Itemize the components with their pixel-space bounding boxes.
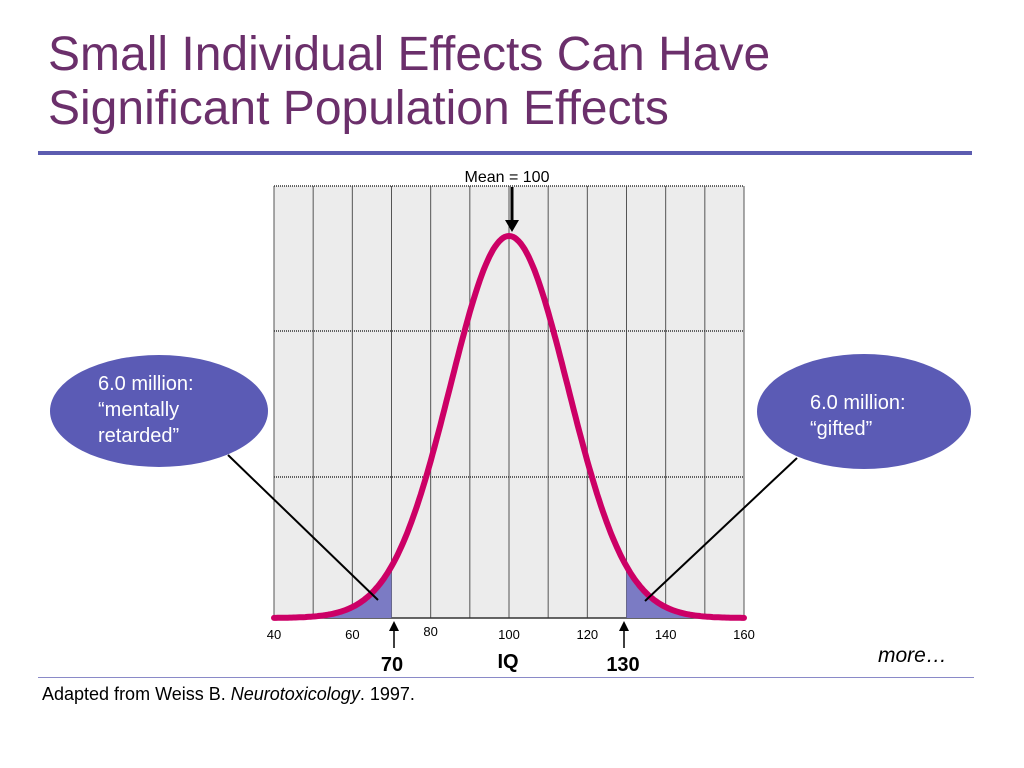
low-iq-callout: 6.0 million: “mentally retarded” <box>50 355 268 467</box>
high-tail-shade <box>626 566 744 618</box>
citation-suffix: . 1997. <box>359 684 415 704</box>
low-callout-line-3: retarded” <box>98 425 180 447</box>
high-marker-label: 130 <box>606 654 639 676</box>
x-tick-label: 140 <box>655 627 677 642</box>
x-tick-label: 100 <box>498 627 520 642</box>
high-callout-line-1: 6.0 million: <box>810 392 906 414</box>
high-arrowhead <box>619 621 629 631</box>
title-divider <box>38 151 972 155</box>
citation-journal: Neurotoxicology <box>230 684 360 704</box>
mean-arrowhead <box>505 220 519 232</box>
high-iq-callout: 6.0 million: “gifted” <box>757 354 971 469</box>
title-line-1: Small Individual Effects Can Have <box>48 28 771 81</box>
high-callout-line-2: “gifted” <box>810 418 873 440</box>
citation: Adapted from Weiss B. Neurotoxicology. 1… <box>42 684 415 705</box>
normal-curve <box>271 233 747 621</box>
left-callout-pointer <box>227 454 379 601</box>
x-tick-label: 40 <box>267 627 281 642</box>
low-callout-line-2: “mentally <box>98 399 180 421</box>
mean-label: Mean = 100 <box>465 169 550 186</box>
low-marker-label: 70 <box>381 654 403 676</box>
citation-prefix: Adapted from Weiss B. <box>42 684 231 704</box>
footer-divider <box>38 677 974 678</box>
low-callout-line-1: 6.0 million: <box>98 373 194 395</box>
low-arrowhead <box>389 621 399 631</box>
low-tail-shade <box>274 566 392 618</box>
right-callout-pointer <box>644 457 798 602</box>
more-link[interactable]: more… <box>878 644 947 667</box>
x-tick-label: 160 <box>733 627 755 642</box>
x-tick-label: 80 <box>423 624 437 639</box>
slide-title: Small Individual Effects Can Have Signif… <box>48 28 988 136</box>
x-tick-label: 120 <box>576 627 598 642</box>
x-tick-labels: 40 60 80 100 120 140 160 <box>267 624 755 642</box>
x-tick-label: 60 <box>345 627 359 642</box>
shaded-tails <box>274 566 744 618</box>
x-axis-label: IQ <box>497 651 518 673</box>
title-line-2: Significant Population Effects <box>48 82 669 135</box>
